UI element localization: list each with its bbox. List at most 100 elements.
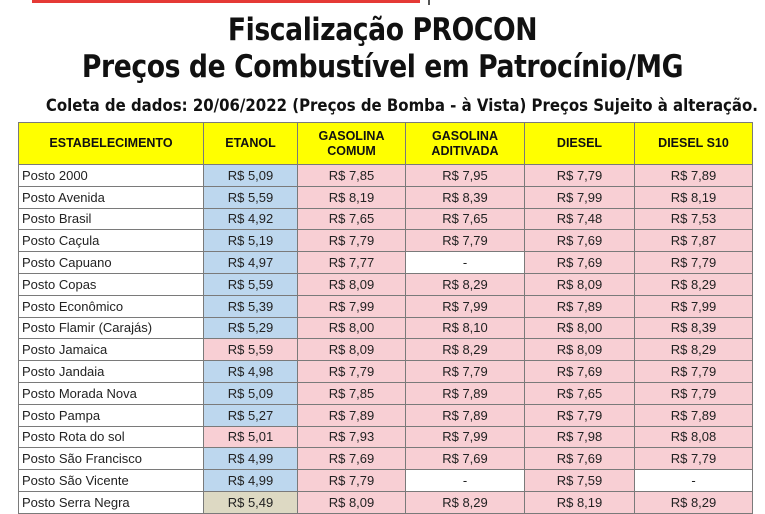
gasolina-aditivada-price: R$ 7,65 (405, 207, 525, 231)
table-body: Posto 2000 R$ 5,09 R$ 7,85 R$ 7,95 R$ 7,79 R$… (18, 164, 753, 514)
diesel-s10-price: R$ 8,19 (634, 185, 753, 209)
etanol-price: R$ 4,97 (203, 251, 298, 274)
top-red-bar (32, 0, 420, 3)
fuel-price-table: ESTABELECIMENTO ETANOL GASOLINA COMUM GAS… (18, 122, 753, 514)
diesel-s10-price: R$ 7,89 (634, 164, 753, 187)
diesel-s10-price: R$ 7,89 (634, 403, 753, 427)
column-header-diesel-s10: DIESEL S10 (634, 122, 753, 165)
etanol-price: R$ 4,98 (203, 360, 298, 383)
column-header-gasolina-aditivada: GASOLINA ADITIVADA (405, 122, 525, 165)
diesel-s10-price: R$ 8,39 (634, 316, 753, 340)
diesel-s10-price: R$ 7,53 (634, 207, 753, 231)
etanol-price: R$ 5,59 (203, 272, 298, 296)
establishment-name: Posto Morada Nova (18, 381, 204, 405)
diesel-s10-price: R$ 8,29 (634, 272, 753, 296)
establishment-name: Posto Serra Negra (18, 490, 204, 514)
table-row: Posto São Vicente R$ 4,99 R$ 7,79- R$ 7,59- (18, 469, 753, 492)
gasolina-comum-price: R$ 7,69 (297, 447, 406, 471)
table-row: Posto Flamir (Carajás) R$ 5,29 R$ 8,00 R$ 8… (18, 316, 753, 340)
diesel-price: R$ 7,69 (524, 447, 635, 471)
page-title: Fiscalização PROCON (227, 12, 538, 48)
etanol-price: R$ 5,01 (203, 425, 298, 449)
diesel-s10-price: R$ 7,87 (634, 229, 753, 253)
page-subtitle: Coleta de dados: 20/06/2022 (Preços de B… (45, 96, 758, 116)
diesel-s10-price: R$ 8,29 (634, 338, 753, 362)
gasolina-aditivada-price: - (405, 469, 525, 492)
diesel-s10-price: R$ 7,79 (634, 360, 753, 383)
table-row: Posto Econômico R$ 5,39 R$ 7,99 R$ 7,99 R$ 7… (18, 294, 753, 318)
diesel-price: R$ 7,89 (524, 294, 635, 318)
gasolina-comum-price: R$ 7,89 (297, 403, 406, 427)
column-header-establishment: ESTABELECIMENTO (18, 122, 204, 165)
gasolina-aditivada-price: R$ 7,99 (405, 294, 525, 318)
diesel-price: R$ 8,09 (524, 338, 635, 362)
etanol-price: R$ 5,09 (203, 164, 298, 187)
diesel-price: R$ 7,98 (524, 425, 635, 449)
gasolina-aditivada-price: R$ 7,79 (405, 229, 525, 253)
gasolina-comum-price: R$ 7,85 (297, 164, 406, 187)
etanol-price: R$ 4,92 (203, 207, 298, 231)
etanol-price: R$ 5,39 (203, 294, 298, 318)
establishment-name: Posto São Francisco (18, 447, 204, 471)
diesel-s10-price: R$ 8,08 (634, 425, 753, 449)
etanol-price: R$ 4,99 (203, 447, 298, 471)
gasolina-comum-price: R$ 7,65 (297, 207, 406, 231)
table-row: Posto 2000 R$ 5,09 R$ 7,85 R$ 7,95 R$ 7,79 R$… (18, 164, 753, 187)
diesel-price: R$ 7,79 (524, 403, 635, 427)
gasolina-aditivada-price: R$ 7,79 (405, 360, 525, 383)
gasolina-comum-price: R$ 8,19 (297, 185, 406, 209)
table-row: Posto Copas R$ 5,59 R$ 8,09 R$ 8,29 R$ 8,09 R… (18, 272, 753, 296)
establishment-name: Posto Copas (18, 272, 204, 296)
column-header-diesel: DIESEL (524, 122, 635, 165)
gasolina-comum-price: R$ 8,09 (297, 338, 406, 362)
gasolina-aditivada-price: R$ 8,29 (405, 272, 525, 296)
gasolina-aditivada-price: R$ 7,95 (405, 164, 525, 187)
etanol-price: R$ 4,99 (203, 469, 298, 492)
diesel-s10-price: R$ 7,79 (634, 251, 753, 274)
diesel-price: R$ 7,79 (524, 164, 635, 187)
table-row: Posto Rota do sol R$ 5,01 R$ 7,93 R$ 7,99 R$… (18, 425, 753, 449)
gasolina-comum-price: R$ 7,77 (297, 251, 406, 274)
establishment-name: Posto Jamaica (18, 338, 204, 362)
gasolina-comum-price: R$ 7,79 (297, 360, 406, 383)
gasolina-comum-price: R$ 7,85 (297, 381, 406, 405)
establishment-name: Posto Rota do sol (18, 425, 204, 449)
establishment-name: Posto Brasil (18, 207, 204, 231)
etanol-price: R$ 5,49 (203, 490, 298, 514)
diesel-price: R$ 7,99 (524, 185, 635, 209)
establishment-name: Posto Econômico (18, 294, 204, 318)
establishment-name: Posto Jandaia (18, 360, 204, 383)
diesel-price: R$ 8,19 (524, 490, 635, 514)
gasolina-aditivada-price: R$ 8,39 (405, 185, 525, 209)
top-mark (428, 0, 430, 5)
column-header-gasolina-comum: GASOLINA COMUM (297, 122, 406, 165)
table-row: Posto Serra Negra R$ 5,49 R$ 8,09 R$ 8,29 R$… (18, 490, 753, 514)
table-row: Posto Caçula R$ 5,19 R$ 7,79 R$ 7,79 R$ 7,69… (18, 229, 753, 253)
table-row: Posto Brasil R$ 4,92 R$ 7,65 R$ 7,65 R$ 7,48… (18, 207, 753, 231)
diesel-s10-price: - (634, 469, 753, 492)
diesel-s10-price: R$ 7,99 (634, 294, 753, 318)
etanol-price: R$ 5,19 (203, 229, 298, 253)
table-row: Posto Capuano R$ 4,97 R$ 7,77- R$ 7,69 R$ 7,… (18, 251, 753, 274)
etanol-price: R$ 5,59 (203, 185, 298, 209)
diesel-price: R$ 8,00 (524, 316, 635, 340)
gasolina-aditivada-price: R$ 7,69 (405, 447, 525, 471)
etanol-price: R$ 5,59 (203, 338, 298, 362)
table-row: Posto Jandaia R$ 4,98 R$ 7,79 R$ 7,79 R$ 7,6… (18, 360, 753, 383)
table-row: Posto Jamaica R$ 5,59 R$ 8,09 R$ 8,29 R$ 8,0… (18, 338, 753, 362)
column-header-etanol: ETANOL (203, 122, 298, 165)
page-title-secondary: Preços de Combustível em Patrocínio/MG (81, 49, 684, 85)
establishment-name: Posto Avenida (18, 185, 204, 209)
establishment-name: Posto Capuano (18, 251, 204, 274)
etanol-price: R$ 5,27 (203, 403, 298, 427)
gasolina-comum-price: R$ 8,09 (297, 272, 406, 296)
diesel-price: R$ 8,09 (524, 272, 635, 296)
diesel-s10-price: R$ 7,79 (634, 447, 753, 471)
table-row: Posto São Francisco R$ 4,99 R$ 7,69 R$ 7,69… (18, 447, 753, 471)
diesel-price: R$ 7,69 (524, 251, 635, 274)
gasolina-aditivada-price: R$ 7,89 (405, 381, 525, 405)
diesel-price: R$ 7,69 (524, 229, 635, 253)
gasolina-aditivada-price: R$ 7,99 (405, 425, 525, 449)
establishment-name: Posto 2000 (18, 164, 204, 187)
diesel-s10-price: R$ 8,29 (634, 490, 753, 514)
